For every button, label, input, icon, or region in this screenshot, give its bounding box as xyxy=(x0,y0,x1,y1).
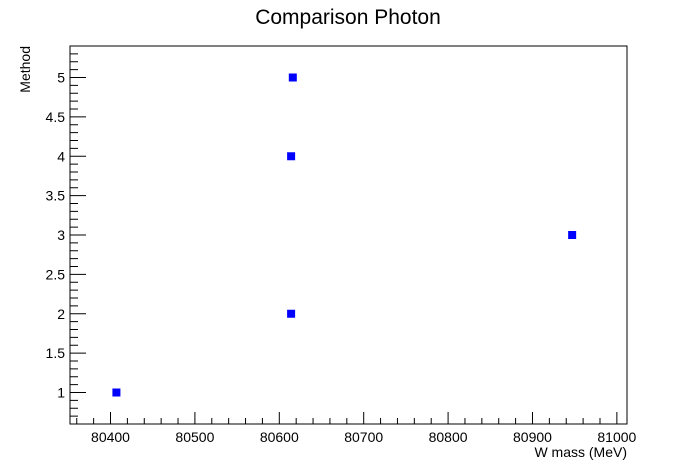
y-tick-label: 2 xyxy=(57,306,65,322)
x-tick-label: 80600 xyxy=(260,429,299,445)
y-tick-label: 4 xyxy=(57,148,65,164)
y-tick-label: 3 xyxy=(57,227,65,243)
y-tick-label: 2.5 xyxy=(46,266,66,282)
x-axis-ticks: 80400 80500 80600 80700 80800 80900 81000 xyxy=(76,412,637,445)
x-tick-label: 80400 xyxy=(91,429,130,445)
y-axis-label: Method xyxy=(17,46,33,93)
data-point xyxy=(112,388,121,397)
data-points xyxy=(112,73,577,397)
x-tick-label: 80800 xyxy=(429,429,468,445)
x-tick-label: 80500 xyxy=(175,429,214,445)
x-axis-label: W mass (MeV) xyxy=(534,444,627,460)
y-tick-label: 4.5 xyxy=(46,109,66,125)
x-tick-label: 81000 xyxy=(597,429,636,445)
chart-title: Comparison Photon xyxy=(255,6,441,29)
y-tick-label: 1.5 xyxy=(46,345,66,361)
plot-frame xyxy=(69,45,628,425)
data-point xyxy=(568,231,577,239)
y-tick-label: 3.5 xyxy=(46,188,66,204)
y-tick-label: 5 xyxy=(57,70,65,86)
y-tick-label: 1 xyxy=(57,385,65,401)
x-tick-label: 80900 xyxy=(513,429,552,445)
x-tick-label: 80700 xyxy=(344,429,383,445)
y-axis-ticks: 1 1.5 2 2.5 3 3.5 4 4.5 5 xyxy=(46,45,86,425)
data-point xyxy=(288,73,297,82)
data-point xyxy=(287,152,296,161)
data-point xyxy=(287,309,296,318)
